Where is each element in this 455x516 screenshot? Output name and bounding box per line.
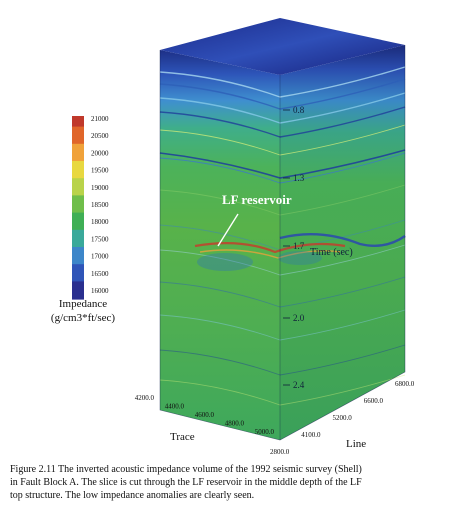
trace-tick-label: 4600.0 <box>195 411 215 419</box>
time-tick-label: 0.8 <box>293 105 305 115</box>
trace-axis-label: Trace <box>170 431 195 443</box>
trace-axis: 4200.0 4400.0 4600.0 4800.0 5000.0 <box>135 394 275 436</box>
time-tick-label: 1.3 <box>293 173 305 183</box>
line-axis: 6800.0 6600.0 5200.0 4100.0 2800.0 <box>270 380 415 455</box>
colorbar-swatch <box>72 247 84 266</box>
trace-tick-label: 4400.0 <box>165 403 185 411</box>
colorbar-swatch <box>72 143 84 162</box>
colorbar-swatch <box>72 281 84 300</box>
lf-reservoir-annotation: LF reservoir <box>222 192 292 207</box>
cube-top-face <box>160 18 405 75</box>
line-tick-label: 6600.0 <box>364 397 384 405</box>
colorbar-swatch <box>72 178 84 197</box>
colorbar-swatch <box>72 126 84 145</box>
figure-caption: Figure 2.11 The inverted acoustic impeda… <box>10 463 450 502</box>
colorbar-tick-label: 17000 <box>91 253 109 261</box>
trace-tick-label: 4200.0 <box>135 394 155 402</box>
lf-reservoir-anomaly <box>194 242 346 271</box>
impedance-cube <box>159 18 406 441</box>
colorbar-swatch <box>72 195 84 214</box>
line-tick-label: 6800.0 <box>395 380 415 388</box>
colorbar-tick-label: 18000 <box>91 218 109 226</box>
trace-tick-label: 4800.0 <box>225 420 245 428</box>
cube-front-face <box>160 50 280 440</box>
colorbar-swatch <box>72 229 84 248</box>
time-tick-label: 1.7 <box>293 241 305 251</box>
colorbar-swatch <box>72 264 84 283</box>
caption-line-3: top structure. The low impedance anomali… <box>10 490 255 501</box>
impedance-figure: 21000 20500 20000 19500 19000 18500 18000 17500… <box>51 18 415 455</box>
colorbar-tick-label: 19500 <box>91 167 109 175</box>
line-tick-label: 4100.0 <box>301 431 321 439</box>
annotation-pointer <box>217 213 239 247</box>
colorbar-label-line1: Impedance <box>59 298 107 310</box>
caption-line-1: Figure 2.11 The inverted acoustic impeda… <box>10 464 362 475</box>
line-axis-label: Line <box>346 438 366 450</box>
colorbar-tick-label: 16000 <box>91 287 109 295</box>
time-axis-label: Time (sec) <box>310 247 353 258</box>
cube-side-face <box>280 45 405 440</box>
colorbar-tick-label: 20500 <box>91 132 109 140</box>
line-tick-label: 2800.0 <box>270 448 290 455</box>
colorbar-swatch <box>72 161 84 180</box>
colorbar-tick-label: 17500 <box>91 235 109 243</box>
colorbar-swatch <box>72 212 84 231</box>
colorbar-tick-label: 18500 <box>91 201 109 209</box>
trace-tick-label: 5000.0 <box>255 428 275 436</box>
colorbar-tick-label: 21000 <box>91 115 109 123</box>
colorbar-tick-label: 19000 <box>91 184 109 192</box>
time-tick-label: 2.0 <box>293 313 305 323</box>
colorbar-tick-label: 16500 <box>91 270 109 278</box>
caption-line-2: in Fault Block A. The slice is cut throu… <box>10 477 362 488</box>
colorbar-label-line2: (g/cm3*ft/sec) <box>51 312 115 324</box>
time-tick-label: 2.4 <box>293 380 305 390</box>
time-axis: 0.8 1.3 1.7 2.0 2.4 <box>283 105 305 390</box>
seismic-horizon <box>279 232 406 247</box>
impedance-colorbar: 21000 20500 20000 19500 19000 18500 18000 17500… <box>72 115 109 300</box>
line-tick-label: 5200.0 <box>333 414 353 422</box>
colorbar-tick-label: 20000 <box>91 149 109 157</box>
